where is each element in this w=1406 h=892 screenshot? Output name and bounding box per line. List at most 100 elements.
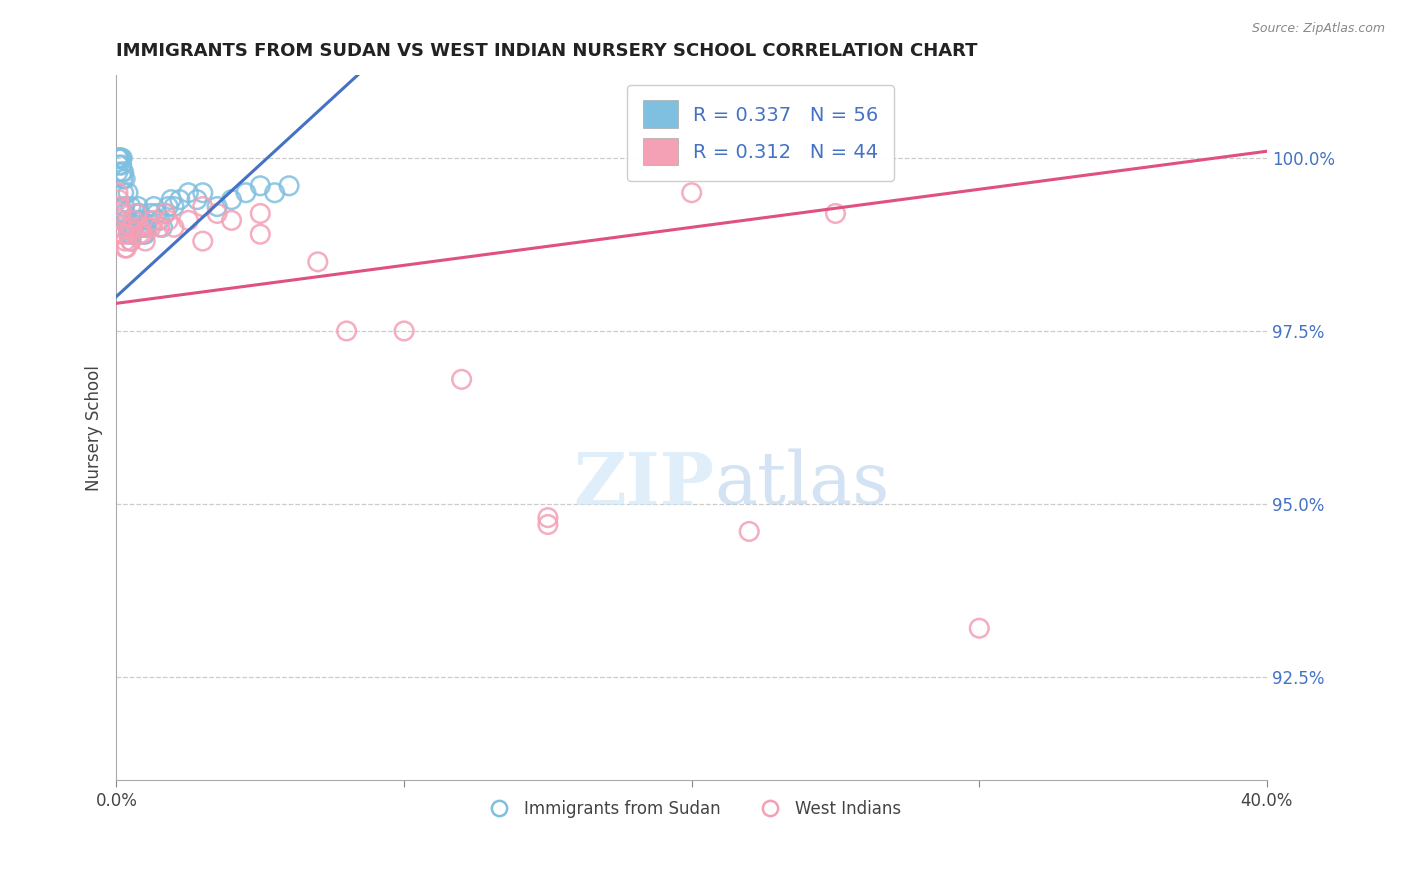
Point [177, 213, 200, 227]
Point [163, 200, 186, 214]
Point [124, 213, 146, 227]
Point [205, 200, 228, 214]
Point [117, 186, 139, 200]
Point [136, 213, 159, 227]
Point [108, 200, 131, 214]
Point [132, 227, 155, 242]
Point [108, 213, 131, 227]
Point [111, 172, 134, 186]
Text: ZIP: ZIP [574, 449, 714, 520]
Point [136, 220, 159, 235]
Point [235, 186, 257, 200]
Point [155, 206, 177, 220]
Point [134, 234, 156, 248]
Point [142, 213, 165, 227]
Point [681, 186, 703, 200]
Point [450, 372, 472, 386]
Point [149, 220, 172, 235]
Point [108, 151, 131, 165]
Point [131, 220, 153, 235]
Point [107, 193, 129, 207]
Point [110, 151, 132, 165]
Point [157, 200, 180, 214]
Point [142, 200, 165, 214]
Point [145, 206, 167, 220]
Point [537, 510, 560, 524]
Point [134, 227, 156, 242]
Point [107, 151, 129, 165]
Point [120, 234, 142, 248]
Point [110, 206, 132, 220]
Point [537, 517, 560, 532]
Point [122, 220, 145, 235]
Point [169, 193, 191, 207]
Point [131, 227, 153, 242]
Point [114, 172, 136, 186]
Point [111, 165, 134, 179]
Point [114, 234, 136, 248]
Point [108, 151, 131, 165]
Point [738, 524, 761, 539]
Point [125, 206, 148, 220]
Point [824, 206, 846, 220]
Point [117, 220, 139, 235]
Point [205, 206, 228, 220]
Point [157, 213, 180, 227]
Point [249, 206, 271, 220]
Point [117, 227, 139, 242]
Point [221, 213, 243, 227]
Point [122, 213, 145, 227]
Point [177, 186, 200, 200]
Point [114, 206, 136, 220]
Point [107, 186, 129, 200]
Y-axis label: Nursery School: Nursery School [86, 365, 103, 491]
Point [112, 165, 135, 179]
Point [128, 227, 150, 242]
Point [114, 200, 136, 214]
Point [110, 151, 132, 165]
Text: atlas: atlas [714, 449, 890, 519]
Point [111, 227, 134, 242]
Point [128, 220, 150, 235]
Point [111, 151, 134, 165]
Point [160, 193, 183, 207]
Legend: Immigrants from Sudan, West Indians: Immigrants from Sudan, West Indians [475, 794, 908, 825]
Point [191, 200, 214, 214]
Point [191, 186, 214, 200]
Point [107, 151, 129, 165]
Point [107, 158, 129, 172]
Point [111, 220, 134, 235]
Point [263, 186, 285, 200]
Point [112, 186, 135, 200]
Point [163, 220, 186, 235]
Point [108, 151, 131, 165]
Point [249, 178, 271, 193]
Point [127, 200, 149, 214]
Point [121, 227, 143, 242]
Point [128, 206, 150, 220]
Point [186, 193, 208, 207]
Point [120, 234, 142, 248]
Point [125, 213, 148, 227]
Point [149, 213, 172, 227]
Point [129, 213, 152, 227]
Point [115, 213, 138, 227]
Point [221, 193, 243, 207]
Point [335, 324, 357, 338]
Point [249, 227, 271, 242]
Point [115, 241, 138, 255]
Point [307, 255, 329, 269]
Point [120, 200, 142, 214]
Point [114, 241, 136, 255]
Point [969, 621, 991, 635]
Point [278, 178, 301, 193]
Text: IMMIGRANTS FROM SUDAN VS WEST INDIAN NURSERY SCHOOL CORRELATION CHART: IMMIGRANTS FROM SUDAN VS WEST INDIAN NUR… [117, 42, 979, 60]
Point [107, 165, 129, 179]
Point [155, 206, 177, 220]
Point [118, 227, 141, 242]
Point [111, 158, 134, 172]
Point [191, 234, 214, 248]
Point [134, 220, 156, 235]
Point [139, 220, 162, 235]
Text: Source: ZipAtlas.com: Source: ZipAtlas.com [1251, 22, 1385, 36]
